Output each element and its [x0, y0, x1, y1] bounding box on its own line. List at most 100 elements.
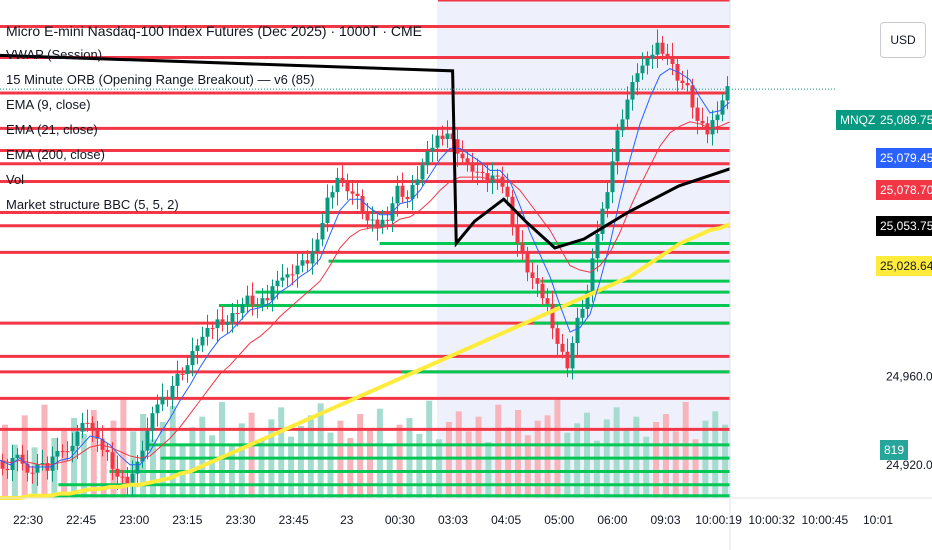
candle-body [500, 176, 505, 187]
candle-body [715, 114, 720, 121]
time-axis[interactable]: 22:30 22:45 23:00 23:15 23:30 23:45 23 00:30 03:… [13, 513, 893, 527]
candle-body [285, 274, 290, 278]
candle-body [455, 139, 460, 154]
candle-body [80, 422, 85, 432]
volume-bar [574, 423, 581, 498]
time-tick-label[interactable]: 03:03 [438, 513, 468, 527]
candle-body [725, 86, 730, 101]
time-tick-label[interactable]: 23 [340, 513, 354, 527]
volume-bar [682, 402, 689, 498]
candle-body [640, 65, 645, 74]
candle-body [220, 319, 225, 325]
price-axis[interactable]: 24,960.00 24,920.00 [886, 369, 932, 472]
time-tick-label[interactable]: 10:00:32 [748, 513, 795, 527]
indicator-vwap[interactable]: VWAP (Session) [6, 47, 103, 62]
candle-body [330, 192, 335, 198]
currency-button[interactable]: USD [880, 22, 926, 58]
candle-body [380, 219, 385, 228]
time-tick-label[interactable]: 10:01 [863, 513, 893, 527]
candle-body [400, 185, 405, 197]
candle-body [25, 463, 30, 473]
candle-body [415, 179, 420, 185]
volume-bar [209, 435, 216, 498]
volume-bar [189, 427, 196, 498]
time-tick-label[interactable]: 05:00 [544, 513, 574, 527]
volume-bar [21, 415, 28, 498]
volume-bar [238, 423, 245, 498]
candle-body [135, 461, 140, 474]
volume-bar [258, 440, 265, 498]
volume-bar [317, 403, 324, 498]
indicator-ema200[interactable]: EMA (200, close) [6, 147, 105, 162]
candle-body [510, 196, 515, 225]
time-tick-label[interactable]: 04:05 [491, 513, 521, 527]
candle-body [180, 373, 185, 375]
time-tick-label[interactable]: 22:45 [66, 513, 96, 527]
candle-body [665, 53, 670, 57]
candle-body [120, 476, 125, 478]
volume-bar [120, 399, 127, 498]
candle-body [260, 298, 265, 305]
time-tick-label[interactable]: 23:45 [279, 513, 309, 527]
candle-body [335, 177, 340, 193]
indicator-vol[interactable]: Vol [6, 172, 25, 187]
candle-body [475, 171, 480, 173]
volume-bar [643, 436, 650, 498]
candle-body [140, 450, 145, 462]
candle-body [315, 239, 320, 252]
price-tag-vwap: 25,053.75 [876, 216, 932, 236]
indicator-ema9[interactable]: EMA (9, close) [6, 97, 91, 112]
candle-body [410, 184, 415, 200]
volume-bar [416, 434, 423, 498]
candle-body [155, 404, 160, 414]
volume-bar [11, 444, 18, 498]
time-tick-label[interactable]: 23:30 [225, 513, 255, 527]
volume-bar [662, 414, 669, 498]
volume-bar [514, 410, 521, 498]
volume-bar [219, 402, 226, 498]
candle-body [295, 265, 300, 275]
candle-body [375, 219, 380, 228]
volume-bar [41, 404, 48, 498]
candle-body [30, 472, 35, 474]
candle-body [650, 54, 655, 58]
candle-body [200, 336, 205, 346]
volume-bar [248, 412, 255, 498]
candle-body [720, 100, 725, 115]
indicator-market-structure[interactable]: Market structure BBC (5, 5, 2) [6, 197, 179, 212]
volume-bar [396, 424, 403, 498]
candle-body [15, 454, 20, 458]
time-tick-label[interactable]: 23:15 [172, 513, 202, 527]
time-tick-label[interactable]: 10:00:45 [802, 513, 849, 527]
volume-bar [90, 410, 97, 498]
price-tag-ema200: 25,028.64 [876, 256, 932, 276]
candle-body [190, 350, 195, 366]
candle-body [290, 274, 295, 276]
candle-body [545, 298, 550, 304]
candle-body [425, 150, 430, 166]
price-tick-label[interactable]: 24,920.00 [886, 458, 932, 472]
time-tick-label[interactable]: 22:30 [13, 513, 43, 527]
symbol-title[interactable]: Micro E-mini Nasdaq-100 Index Futures (D… [6, 23, 423, 39]
candle-body [690, 85, 695, 108]
indicator-ema21[interactable]: EMA (21, close) [6, 122, 98, 137]
volume-bar [554, 398, 561, 498]
candle-body [535, 278, 540, 284]
time-tick-label[interactable]: 00:30 [385, 513, 415, 527]
candle-body [105, 449, 110, 453]
time-tick-label[interactable]: 06:00 [597, 513, 627, 527]
volume-bar [169, 406, 176, 498]
time-tick-label[interactable]: 10:00:19 [695, 513, 742, 527]
time-tick-label[interactable]: 23:00 [119, 513, 149, 527]
indicator-orb[interactable]: 15 Minute ORB (Opening Range Breakout) —… [6, 72, 315, 87]
price-tick-label[interactable]: 24,960.00 [886, 369, 932, 383]
candle-body [255, 304, 260, 306]
time-tick-label[interactable]: 09:03 [650, 513, 680, 527]
volume-bar [100, 442, 107, 498]
candle-body [245, 295, 250, 305]
candle-body [325, 197, 330, 223]
candle-body [585, 291, 590, 309]
candle-body [555, 328, 560, 344]
candle-body [205, 328, 210, 337]
